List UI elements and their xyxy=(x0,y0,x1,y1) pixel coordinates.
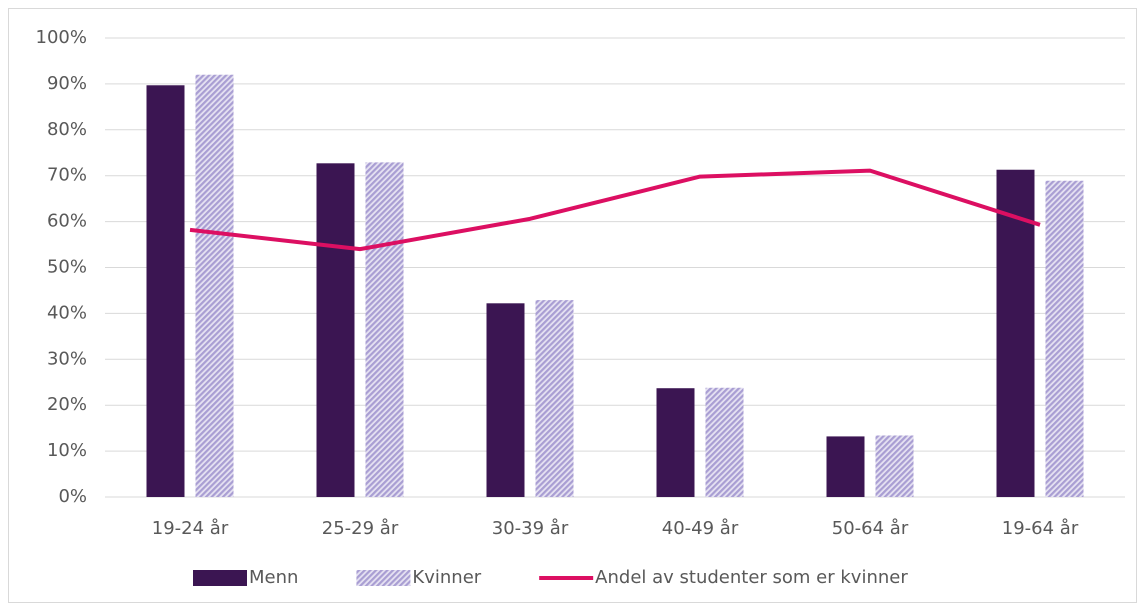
x-tick-label: 40-49 år xyxy=(662,518,739,539)
y-tick-label: 40% xyxy=(47,302,87,323)
legend-swatch xyxy=(356,570,411,586)
x-tick-label: 25-29 år xyxy=(322,518,399,539)
y-tick-label: 80% xyxy=(47,119,87,140)
line xyxy=(189,168,1041,252)
legend-label: Andel av studenter som er kvinner xyxy=(595,567,908,588)
x-tick-label: 19-24 år xyxy=(152,518,229,539)
x-tick-label: 50-64 år xyxy=(832,518,909,539)
y-tick-label: 70% xyxy=(47,165,87,186)
bar xyxy=(195,74,234,497)
y-tick-label: 10% xyxy=(47,440,87,461)
y-tick-label: 30% xyxy=(47,348,87,369)
y-tick-label: 50% xyxy=(47,257,87,278)
bar xyxy=(1045,180,1084,497)
legend-label: Menn xyxy=(249,567,298,588)
bar xyxy=(996,169,1035,497)
y-tick-label: 100% xyxy=(36,27,87,48)
bar xyxy=(486,303,525,497)
y-tick-label: 20% xyxy=(47,394,87,415)
bar xyxy=(656,388,695,497)
bar xyxy=(365,162,404,498)
y-tick-label: 90% xyxy=(47,73,87,94)
bar xyxy=(705,387,744,497)
legend-label: Kvinner xyxy=(412,567,481,588)
x-tick-label: 30-39 år xyxy=(492,518,569,539)
bar xyxy=(875,435,914,497)
bar xyxy=(146,85,185,497)
y-tick-label: 0% xyxy=(58,486,87,507)
bar xyxy=(316,163,355,497)
legend-swatch xyxy=(193,570,247,586)
bar xyxy=(535,300,574,497)
y-tick-label: 60% xyxy=(47,211,87,232)
bar xyxy=(826,436,865,497)
x-tick-label: 19-64 år xyxy=(1002,518,1079,539)
